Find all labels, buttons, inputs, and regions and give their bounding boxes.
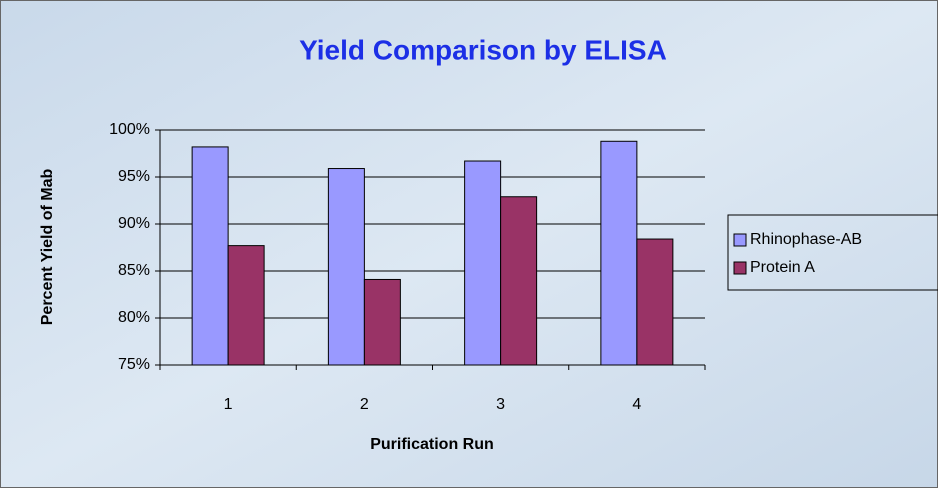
bar: [363, 278, 401, 366]
bar: [227, 245, 265, 366]
bar: [191, 146, 229, 366]
y-axis-label: Percent Yield of Mab: [39, 169, 56, 326]
chart-title: Yield Comparison by ELISA: [299, 34, 667, 65]
x-tick-label: 4: [632, 396, 641, 413]
bar: [500, 196, 538, 366]
legend-label: Protein A: [750, 259, 815, 276]
y-tick-label: 100%: [109, 121, 150, 138]
x-tick-label: 2: [360, 396, 369, 413]
y-tick-label: 85%: [118, 262, 150, 279]
x-tick-label: 1: [224, 396, 233, 413]
legend-swatch: [733, 261, 747, 275]
x-axis-label: Purification Run: [370, 436, 494, 453]
y-tick-label: 95%: [118, 168, 150, 185]
x-tick-label: 3: [496, 396, 505, 413]
bar: [464, 160, 502, 366]
legend-box: [727, 214, 938, 291]
legend-swatch: [733, 233, 747, 247]
bar: [636, 238, 674, 366]
y-tick-label: 75%: [118, 356, 150, 373]
bar: [327, 168, 365, 366]
y-tick-label: 90%: [118, 215, 150, 232]
legend-label: Rhinophase-AB: [750, 231, 862, 248]
bar: [600, 140, 638, 366]
y-tick-label: 80%: [118, 309, 150, 326]
